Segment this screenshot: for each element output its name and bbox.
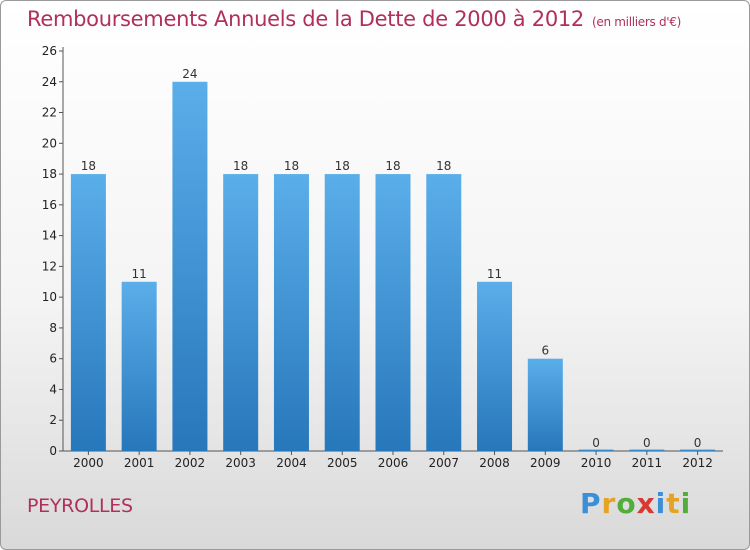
value-label-2006: 18 (385, 159, 400, 173)
bar-2004 (273, 174, 309, 452)
y-tick-label: 18 (42, 167, 57, 181)
y-tick-label: 10 (42, 290, 57, 304)
y-tick-label: 22 (42, 106, 57, 120)
value-label-2008: 11 (487, 267, 502, 281)
bar-2002 (172, 81, 208, 452)
logo-letter: i (680, 487, 692, 520)
value-label-2010: 0 (592, 436, 600, 450)
bar-2010 (578, 449, 614, 451)
bar-2000 (70, 174, 106, 452)
value-label-2009: 6 (541, 344, 549, 358)
bar-2006 (375, 174, 411, 452)
x-tick-label: 2003 (225, 456, 256, 470)
value-label-2002: 24 (182, 67, 197, 81)
value-label-2004: 18 (284, 159, 299, 173)
logo-letter: x (636, 487, 656, 520)
logo-letter: t (666, 487, 681, 520)
bar-2009 (527, 358, 563, 451)
x-tick-label: 2009 (530, 456, 561, 470)
chart-bars (70, 81, 716, 452)
bar-2007 (426, 174, 462, 452)
logo-letter: r (601, 487, 617, 520)
chart-title-text: Remboursements Annuels de la Dette de 20… (27, 7, 584, 31)
y-tick-label: 12 (42, 259, 57, 273)
y-tick-label: 8 (49, 321, 57, 335)
bar-2003 (223, 174, 259, 452)
x-tick-label: 2006 (378, 456, 409, 470)
y-tick-label: 14 (42, 229, 57, 243)
y-tick-label: 4 (49, 382, 57, 396)
bar-2012 (680, 449, 716, 451)
x-tick-label: 2008 (479, 456, 510, 470)
y-tick-label: 16 (42, 198, 57, 212)
value-label-2001: 11 (132, 267, 147, 281)
value-label-2012: 0 (694, 436, 702, 450)
x-tick-label: 2002 (175, 456, 206, 470)
x-tick-label: 2000 (73, 456, 104, 470)
chart-unit: (en milliers d'€) (592, 15, 682, 29)
x-tick-label: 2007 (428, 456, 459, 470)
commune-name: PEYROLLES (27, 495, 133, 517)
proxiti-logo: Proxiti (580, 487, 691, 520)
y-tick-label: 20 (42, 136, 57, 150)
x-tick-label: 2005 (327, 456, 358, 470)
value-label-2011: 0 (643, 436, 651, 450)
bar-2011 (629, 449, 665, 451)
logo-letter: i (655, 487, 667, 520)
y-tick-label: 2 (49, 413, 57, 427)
y-tick-label: 26 (42, 44, 57, 58)
value-label-2003: 18 (233, 159, 248, 173)
logo-letter: o (616, 487, 637, 520)
logo-letter: P (580, 487, 602, 520)
chart-value-labels: 18 11 24 18 18 18 18 18 11 6 0 0 0 (81, 67, 702, 450)
x-tick-label: 2010 (581, 456, 612, 470)
y-tick-label: 24 (42, 75, 57, 89)
x-tick-label: 2011 (632, 456, 663, 470)
bar-2008 (477, 281, 513, 451)
bar-2001 (121, 281, 157, 451)
value-label-2005: 18 (335, 159, 350, 173)
chart-title: Remboursements Annuels de la Dette de 20… (27, 7, 681, 31)
x-tick-label: 2001 (124, 456, 155, 470)
value-label-2000: 18 (81, 159, 96, 173)
y-tick-label: 0 (49, 444, 57, 458)
bar-2005 (324, 174, 360, 452)
x-tick-label: 2004 (276, 456, 307, 470)
y-tick-label: 6 (49, 352, 57, 366)
value-label-2007: 18 (436, 159, 451, 173)
x-tick-label: 2012 (682, 456, 713, 470)
